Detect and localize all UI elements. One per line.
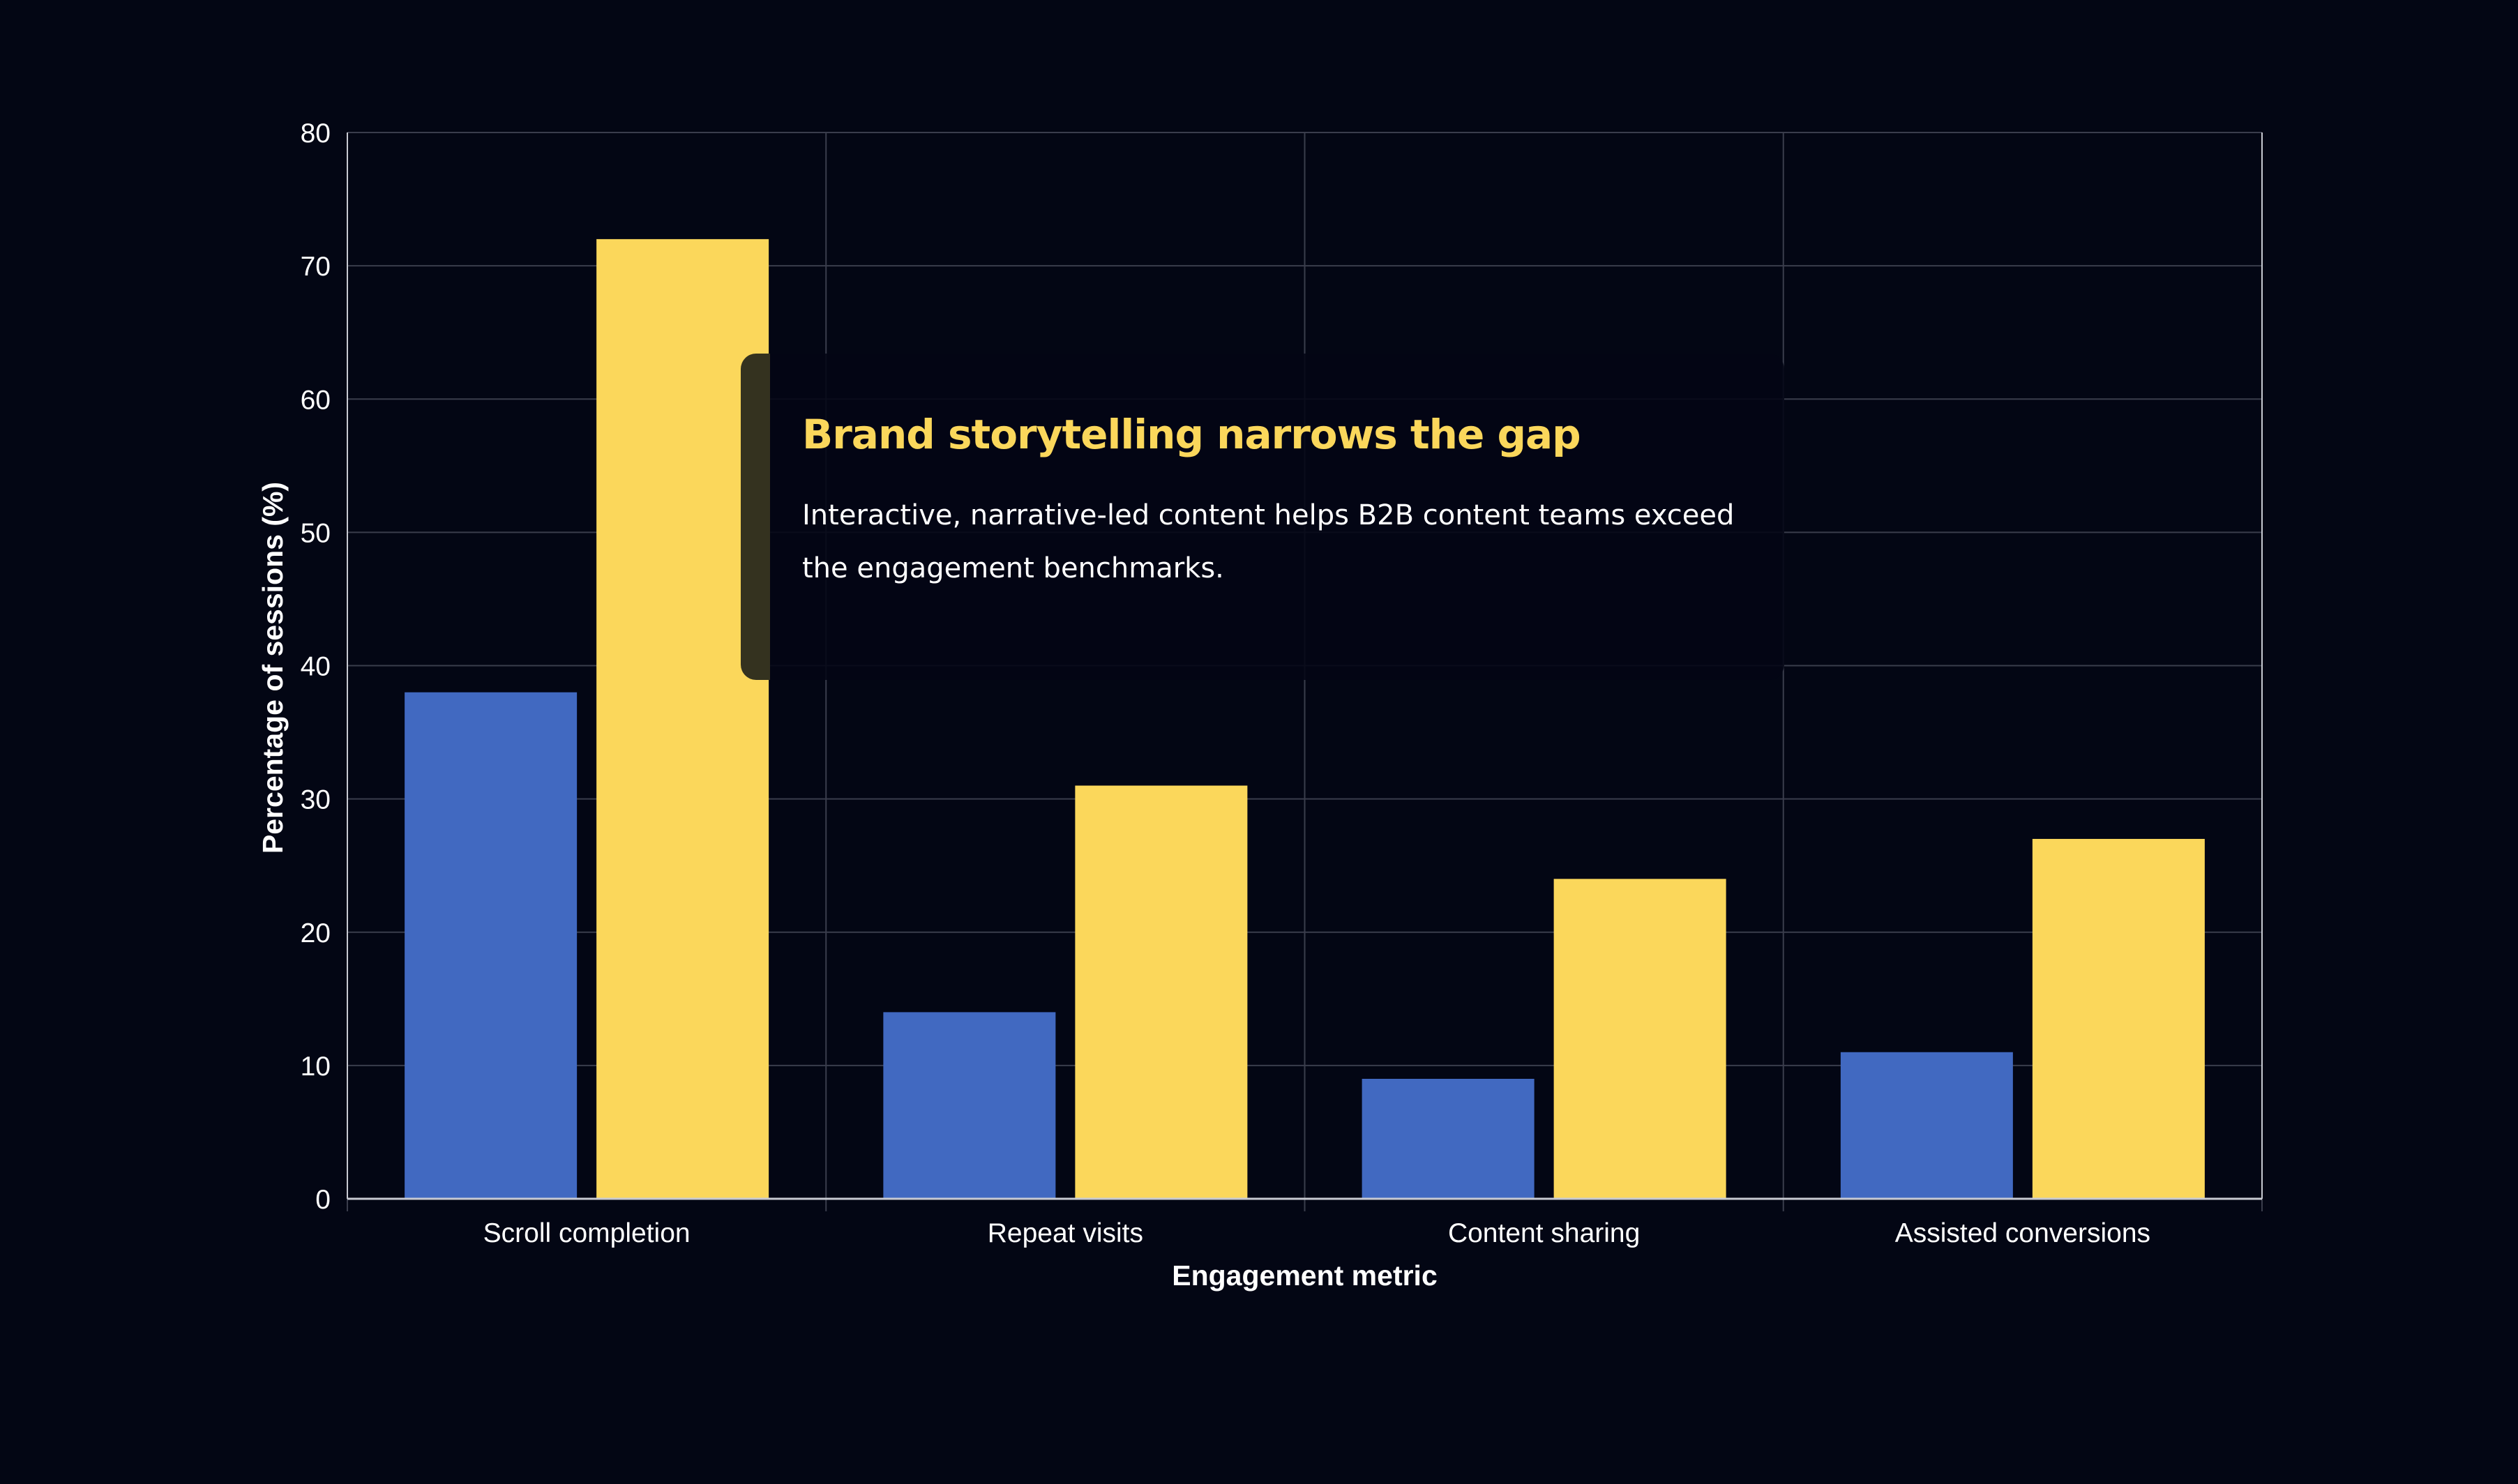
x-tick-label: Repeat visits <box>988 1218 1143 1248</box>
bars-layer <box>405 238 2205 1199</box>
callout-body: Interactive, narrative-led content helps… <box>802 499 1735 584</box>
axes-layer <box>347 132 2263 1211</box>
bar-series1-0 <box>405 692 578 1199</box>
y-tick-label: 0 <box>315 1185 331 1215</box>
callout-title: Brand storytelling narrows the gap <box>802 411 1581 458</box>
y-tick-label: 20 <box>301 918 331 948</box>
bar-series1-2 <box>1362 1078 1535 1199</box>
bar-series2-0 <box>596 238 769 1199</box>
bar-series1-3 <box>1840 1052 2013 1199</box>
y-tick-label: 80 <box>301 119 331 149</box>
y-tick-label: 40 <box>301 652 331 682</box>
y-tick-label: 50 <box>301 518 331 548</box>
x-axis-title: Engagement metric <box>1172 1259 1438 1292</box>
ticks-layer: 0 10 20 30 40 50 60 70 80 Scroll completion Repeat… <box>301 119 2150 1248</box>
x-tick-label: Assisted conversions <box>1895 1218 2150 1248</box>
y-tick-label: 60 <box>301 385 331 415</box>
y-tick-label: 30 <box>301 785 331 815</box>
bar-series2-2 <box>1553 879 1726 1199</box>
x-tick-label: Scroll completion <box>483 1218 691 1248</box>
bar-series1-1 <box>883 1012 1056 1199</box>
bar-series2-3 <box>2032 838 2205 1199</box>
y-tick-label: 10 <box>301 1052 331 1082</box>
x-tick-label: Content sharing <box>1448 1218 1640 1248</box>
y-tick-label: 70 <box>301 252 331 282</box>
callout-panel: Brand storytelling narrows the gap Inter… <box>741 354 1784 680</box>
bar-series2-1 <box>1075 785 1248 1199</box>
y-axis-title: Percentage of sessions (%) <box>257 482 289 854</box>
